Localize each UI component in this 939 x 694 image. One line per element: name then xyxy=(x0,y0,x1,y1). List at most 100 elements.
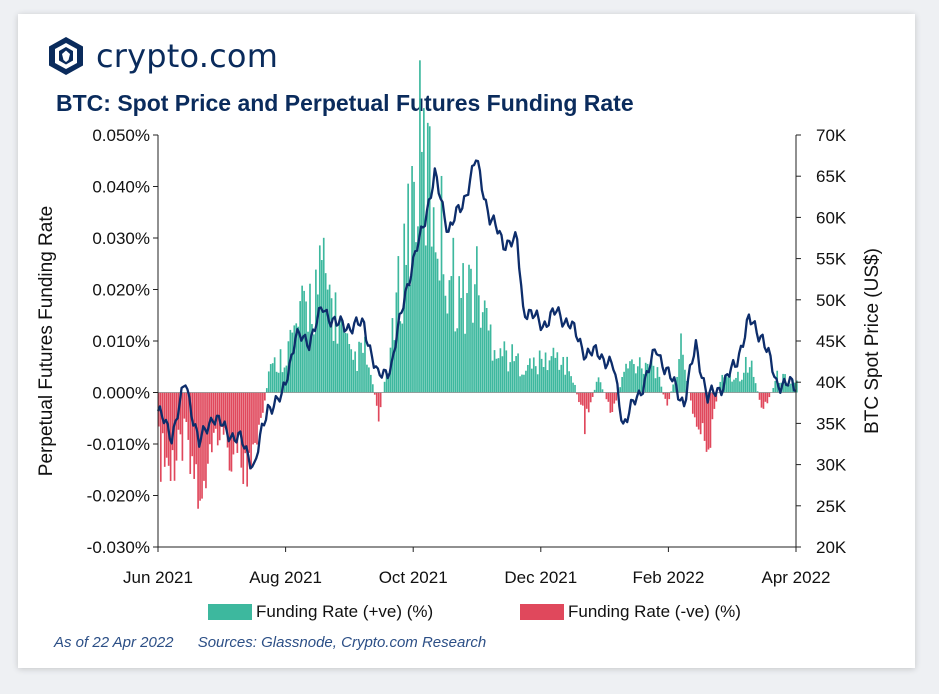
funding-bar-positive xyxy=(727,377,729,393)
funding-bar-positive xyxy=(562,356,565,393)
funding-bar-positive xyxy=(456,328,459,393)
funding-bar-positive xyxy=(788,384,790,393)
funding-bar-negative xyxy=(707,392,710,450)
funding-bar-positive xyxy=(350,349,353,393)
funding-bar-negative xyxy=(175,392,178,461)
funding-bar-negative xyxy=(591,392,594,397)
funding-bar-positive xyxy=(442,274,445,393)
funding-bar-negative xyxy=(201,392,203,499)
funding-bar-positive xyxy=(521,374,523,393)
funding-bar-positive xyxy=(481,312,484,393)
funding-bar-positive xyxy=(648,368,651,393)
funding-bar-positive xyxy=(633,364,635,393)
funding-bar-negative xyxy=(181,392,184,461)
funding-bar-negative xyxy=(705,392,708,452)
right-tick-label: 35K xyxy=(816,414,847,433)
legend-item-positive: Funding Rate (+ve) (%) xyxy=(208,602,433,622)
funding-bar-positive xyxy=(489,324,492,393)
funding-bar-positive xyxy=(419,60,421,393)
right-tick-label: 25K xyxy=(816,497,847,516)
funding-bar-positive xyxy=(621,377,623,393)
funding-bar-positive xyxy=(430,246,433,393)
funding-bar-positive xyxy=(458,276,461,393)
funding-bar-positive xyxy=(552,347,555,393)
funding-bar-positive xyxy=(627,368,629,393)
funding-bar-positive xyxy=(421,151,423,393)
funding-bar-positive xyxy=(546,370,549,393)
funding-bar-negative xyxy=(762,392,765,409)
funding-bar-positive xyxy=(305,301,307,393)
legend-label-positive: Funding Rate (+ve) (%) xyxy=(256,602,434,621)
funding-bar-negative xyxy=(256,392,258,445)
funding-bar-positive xyxy=(438,280,441,393)
funding-bar-negative xyxy=(587,392,590,413)
funding-bar-positive xyxy=(540,358,543,393)
right-tick-label: 50K xyxy=(816,291,847,310)
funding-bar-negative xyxy=(613,392,616,404)
funding-bar-positive xyxy=(756,391,759,393)
funding-bar-negative xyxy=(664,392,667,399)
funding-bar-positive xyxy=(352,359,355,393)
chart-card: crypto.com BTC: Spot Price and Perpetual… xyxy=(18,14,915,668)
funding-bar-positive xyxy=(513,361,515,393)
funding-bar-positive xyxy=(354,351,356,393)
funding-bar-positive xyxy=(385,371,388,393)
funding-bar-negative xyxy=(228,392,231,471)
funding-bar-negative xyxy=(373,392,376,395)
funding-bar-positive xyxy=(599,382,602,393)
funding-bar-negative xyxy=(711,392,714,420)
funding-bar-positive xyxy=(401,323,404,393)
left-tick-label: 0.020% xyxy=(92,281,150,300)
funding-bar-positive xyxy=(460,297,462,393)
funding-bar-negative xyxy=(173,392,176,481)
funding-bar-positive xyxy=(739,381,741,393)
funding-bar-positive xyxy=(737,371,739,393)
funding-bar-positive xyxy=(629,361,631,393)
x-tick-label: Oct 2021 xyxy=(379,568,448,587)
funding-bar-positive xyxy=(554,357,557,393)
right-tick-label: 70K xyxy=(816,126,847,145)
funding-bar-negative xyxy=(205,392,207,489)
funding-bar-positive xyxy=(362,352,364,393)
funding-bar-positive xyxy=(313,334,315,393)
funding-bar-negative xyxy=(230,392,233,472)
funding-bar-negative xyxy=(691,392,694,414)
chart-legend: Funding Rate (+ve) (%) Funding Rate (-ve… xyxy=(18,602,915,626)
funding-bar-positive xyxy=(334,292,337,393)
funding-bar-negative xyxy=(377,392,380,422)
funding-bar-positive xyxy=(409,284,411,393)
funding-bar-negative xyxy=(212,392,215,433)
funding-bar-positive xyxy=(519,376,521,393)
funding-bar-positive xyxy=(346,333,349,393)
funding-bar-positive xyxy=(597,377,600,393)
funding-bar-positive xyxy=(368,367,370,393)
funding-bar-negative xyxy=(758,392,761,400)
funding-bar-negative xyxy=(163,392,166,467)
funding-bar-negative xyxy=(666,392,669,406)
right-tick-label: 20K xyxy=(816,538,847,557)
funding-bar-positive xyxy=(399,321,402,393)
funding-bar-negative xyxy=(701,392,704,424)
x-tick-label: Aug 2021 xyxy=(249,568,322,587)
funding-bar-positive xyxy=(436,258,439,393)
funding-bar-positive xyxy=(601,389,604,393)
funding-bar-negative xyxy=(662,392,665,395)
funding-bar-positive xyxy=(291,332,294,393)
funding-bar-positive xyxy=(564,374,567,393)
funding-bar-positive xyxy=(336,343,339,393)
funding-bar-positive xyxy=(550,356,553,393)
funding-bar-negative xyxy=(238,392,241,435)
left-tick-label: -0.010% xyxy=(87,435,150,454)
funding-bar-positive xyxy=(501,356,504,393)
funding-bar-positive xyxy=(297,326,300,393)
funding-bar-negative xyxy=(171,392,174,451)
funding-bar-positive xyxy=(499,348,502,393)
as-of-date: As of 22 Apr 2022 xyxy=(54,634,174,651)
funding-bar-positive xyxy=(342,324,345,393)
legend-label-negative: Funding Rate (-ve) (%) xyxy=(568,602,741,621)
funding-bar-negative xyxy=(220,392,223,427)
funding-bar-positive xyxy=(307,331,309,393)
funding-bar-negative xyxy=(242,392,245,484)
funding-bar-negative xyxy=(197,392,199,509)
funding-bar-negative xyxy=(589,392,592,403)
